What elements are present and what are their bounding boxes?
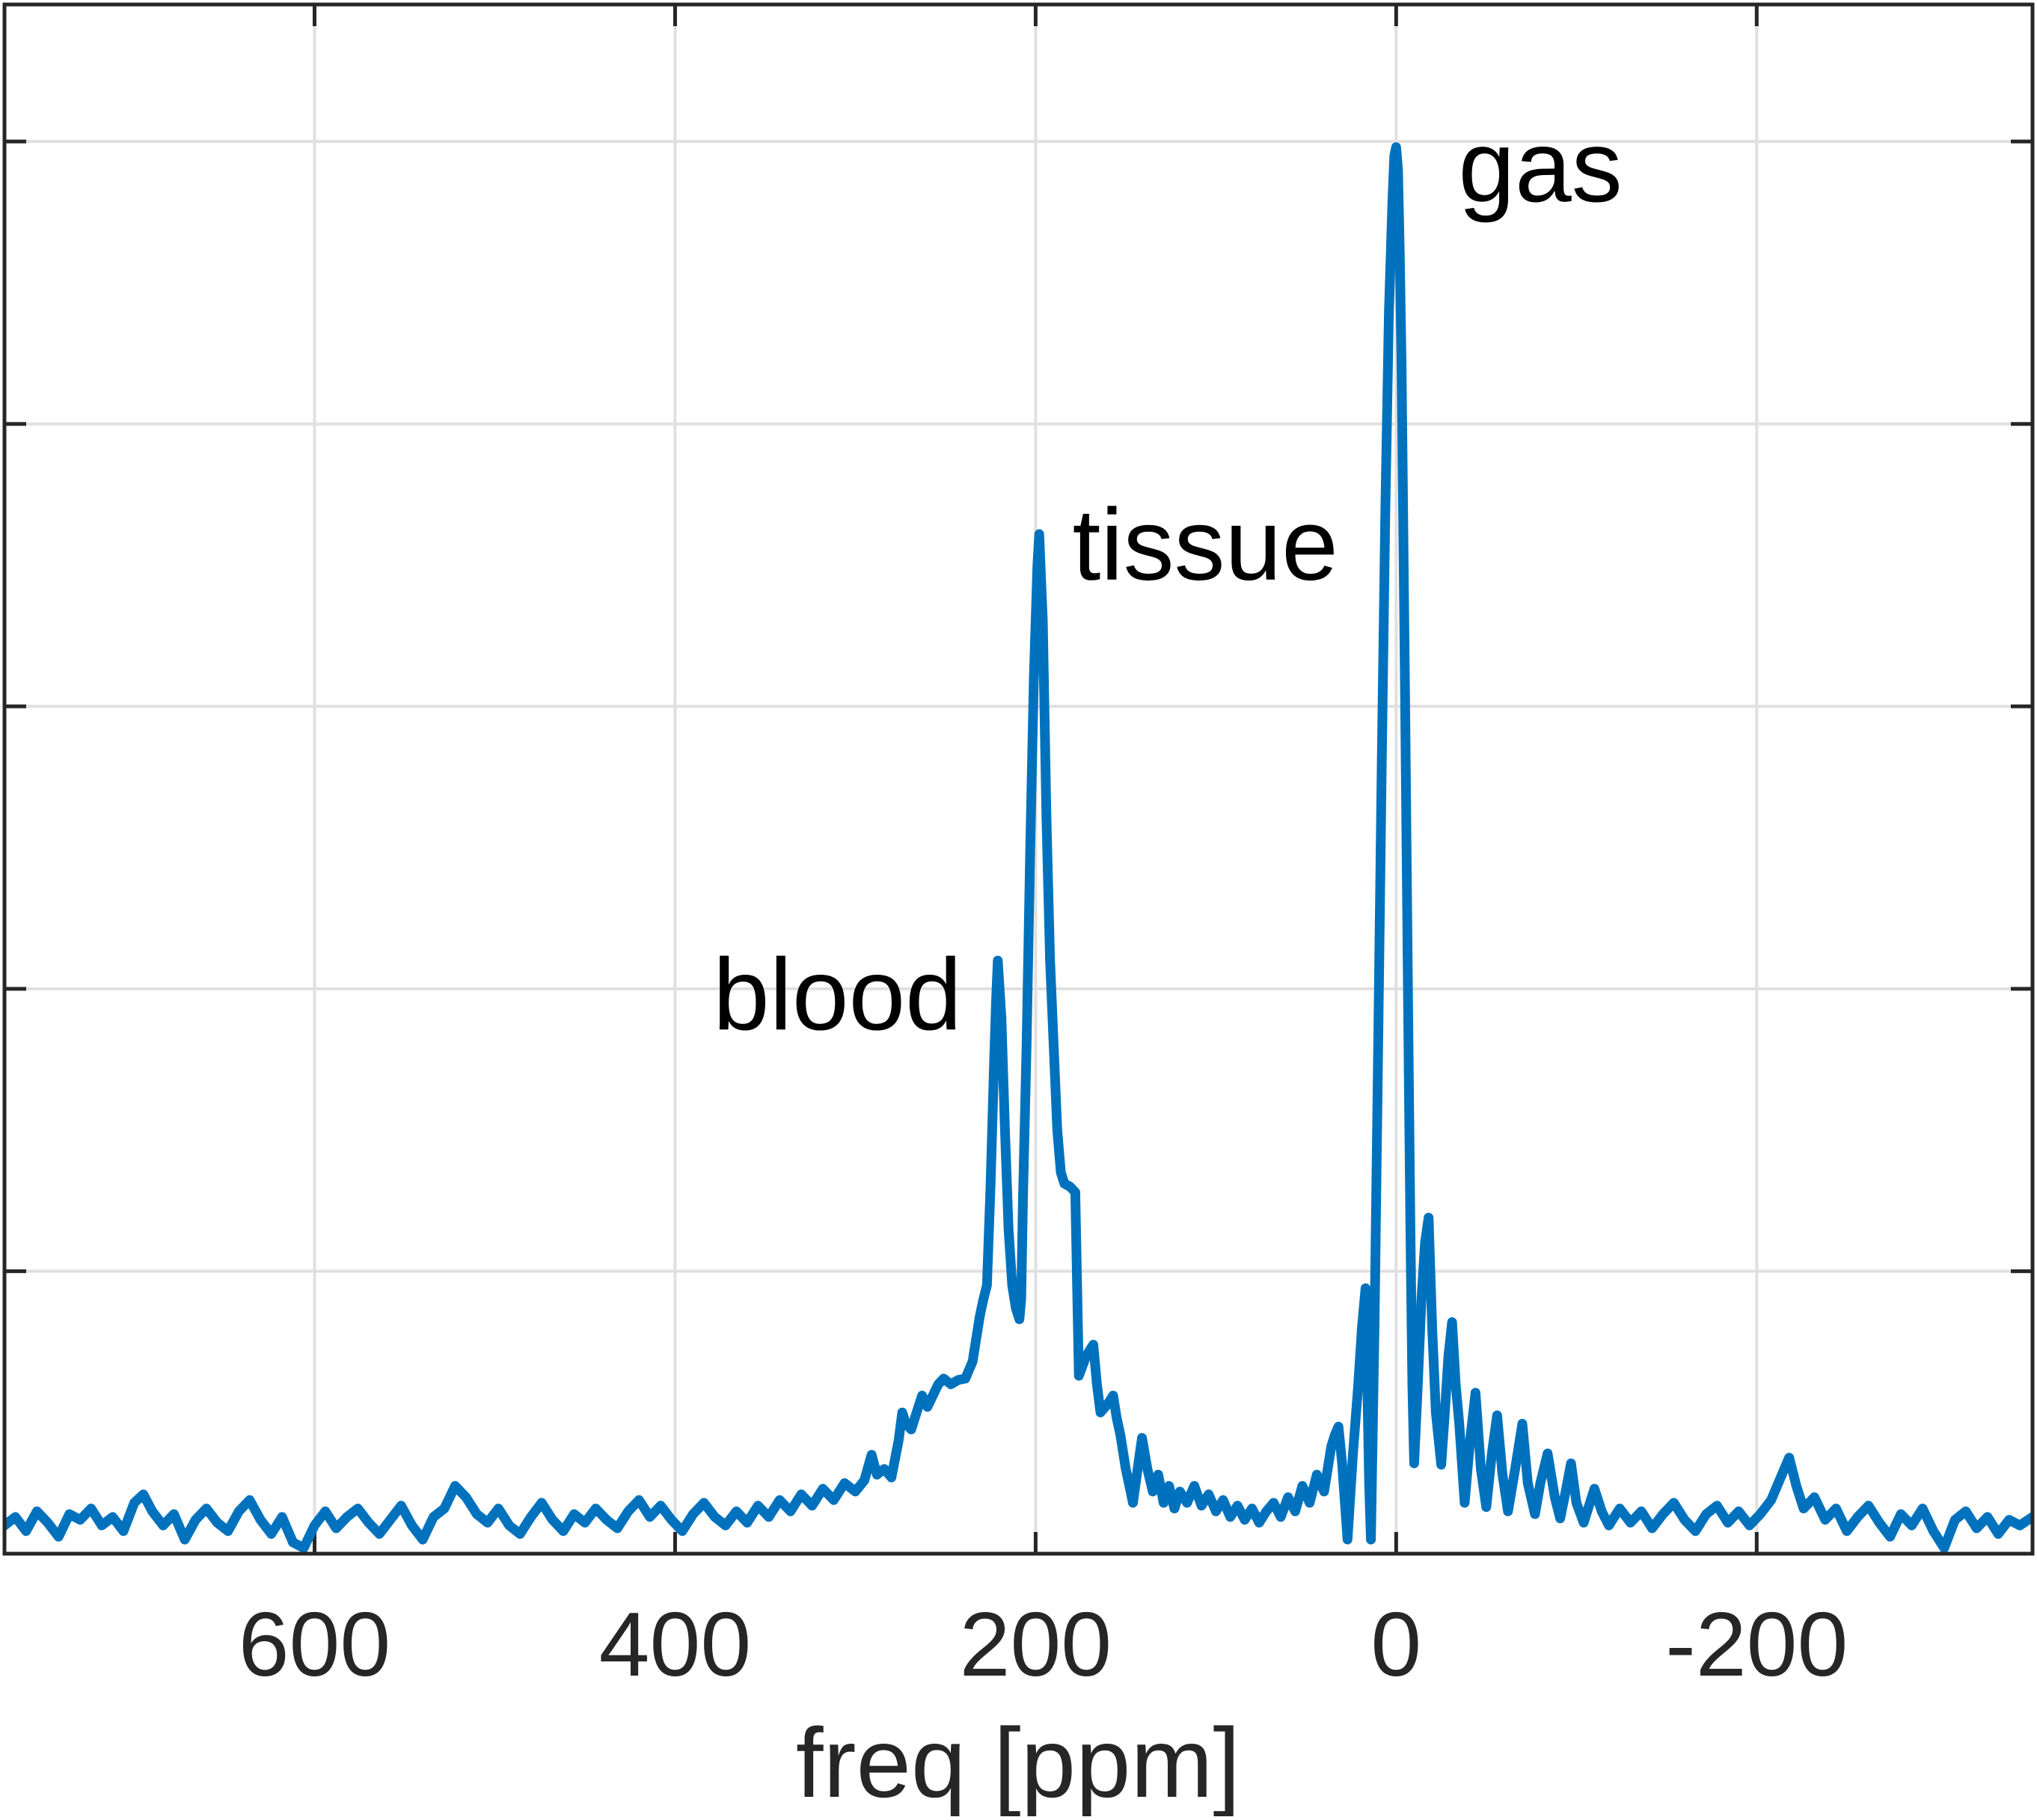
tick-marks bbox=[6, 6, 2031, 1556]
peak-labels: blood tissue gas bbox=[713, 109, 1623, 1051]
peak-label-gas: gas bbox=[1458, 109, 1622, 223]
plot-area bbox=[6, 142, 2031, 1552]
x-tick-label: -200 bbox=[1665, 1593, 1848, 1695]
axes-box bbox=[2, 2, 2035, 1556]
peak-label-blood: blood bbox=[713, 937, 962, 1051]
x-tick-label: 600 bbox=[239, 1593, 391, 1695]
x-tick-label: 200 bbox=[960, 1593, 1112, 1695]
x-tick-label: 400 bbox=[599, 1593, 752, 1695]
x-axis-label: freq [ppm] bbox=[796, 1708, 1240, 1816]
spectrum-line bbox=[6, 142, 2031, 1552]
x-tick-labels: 600 400 200 0 -200 bbox=[239, 1593, 1848, 1695]
x-tick-label: 0 bbox=[1370, 1593, 1421, 1695]
peak-label-tissue: tissue bbox=[1073, 488, 1338, 601]
